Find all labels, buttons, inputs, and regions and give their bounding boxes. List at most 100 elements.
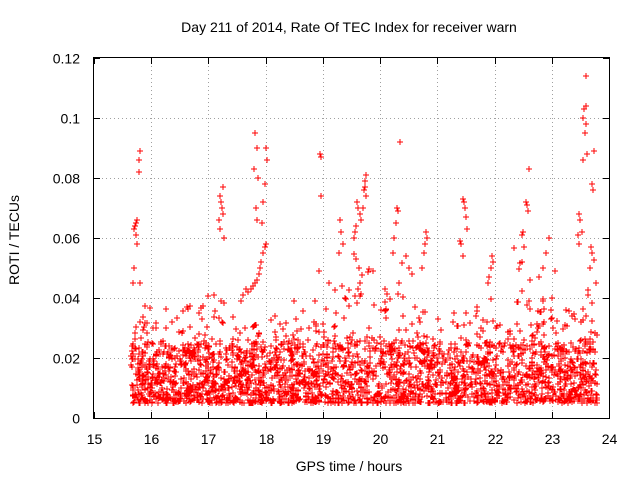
- data-point: [397, 139, 403, 145]
- data-point: [260, 250, 266, 256]
- data-point: [587, 265, 593, 271]
- data-point: [408, 388, 414, 394]
- data-point: [184, 347, 190, 353]
- data-point: [577, 338, 583, 344]
- data-point: [490, 318, 496, 324]
- data-point: [524, 302, 530, 308]
- data-point: [589, 364, 595, 370]
- data-point: [277, 399, 283, 405]
- data-point: [370, 268, 376, 274]
- data-point: [448, 371, 454, 377]
- data-point: [203, 342, 209, 348]
- data-point: [183, 360, 189, 366]
- data-point: [464, 369, 470, 375]
- data-point: [424, 382, 430, 388]
- data-point: [526, 366, 532, 372]
- data-point: [147, 305, 153, 311]
- data-point: [359, 368, 365, 374]
- data-point: [358, 385, 364, 391]
- data-point: [373, 363, 379, 369]
- data-point: [367, 360, 373, 366]
- data-point: [178, 358, 184, 364]
- data-point: [426, 369, 432, 375]
- data-point: [451, 310, 457, 316]
- data-point: [490, 259, 496, 265]
- data-point: [524, 373, 530, 379]
- data-point: [401, 355, 407, 361]
- data-point: [403, 327, 409, 333]
- data-point: [245, 397, 251, 403]
- y-tick-label: 0.1: [61, 111, 81, 127]
- data-point: [154, 379, 160, 385]
- data-point: [423, 340, 429, 346]
- data-point: [380, 365, 386, 371]
- data-point: [447, 381, 453, 387]
- data-point: [408, 396, 414, 402]
- data-point: [190, 384, 196, 390]
- data-point: [316, 268, 322, 274]
- data-point: [576, 241, 582, 247]
- data-point: [395, 355, 401, 361]
- data-point: [309, 396, 315, 402]
- data-point: [185, 341, 191, 347]
- data-point: [438, 379, 444, 385]
- data-point: [167, 365, 173, 371]
- data-point: [511, 336, 517, 342]
- data-point: [403, 378, 409, 384]
- data-point: [341, 386, 347, 392]
- data-point: [346, 287, 352, 293]
- data-point: [461, 199, 467, 205]
- data-point: [589, 318, 595, 324]
- data-point: [527, 346, 533, 352]
- data-point: [144, 330, 150, 336]
- data-point: [436, 398, 442, 404]
- data-point: [323, 306, 329, 312]
- data-point: [297, 396, 303, 402]
- data-point: [580, 360, 586, 366]
- data-point: [249, 362, 255, 368]
- data-point: [337, 217, 343, 223]
- data-point: [466, 364, 472, 370]
- data-point: [540, 296, 546, 302]
- data-point: [211, 292, 217, 298]
- data-point: [253, 322, 259, 328]
- data-point: [333, 346, 339, 352]
- data-point: [516, 266, 522, 272]
- data-point: [256, 388, 262, 394]
- data-point: [234, 356, 240, 362]
- data-point: [429, 365, 435, 371]
- data-point: [330, 349, 336, 355]
- data-point: [529, 359, 535, 365]
- data-point: [136, 391, 142, 397]
- data-point: [291, 399, 297, 405]
- data-point: [262, 244, 268, 250]
- data-point: [437, 390, 443, 396]
- data-point: [395, 208, 401, 214]
- data-point: [400, 294, 406, 300]
- data-point: [211, 357, 217, 363]
- data-point: [427, 400, 433, 406]
- data-point: [357, 211, 363, 217]
- data-point: [289, 357, 295, 363]
- data-point: [311, 359, 317, 365]
- data-point: [180, 380, 186, 386]
- data-point: [268, 367, 274, 373]
- data-point: [345, 379, 351, 385]
- data-point: [396, 327, 402, 333]
- data-point: [563, 307, 569, 313]
- data-point: [501, 343, 507, 349]
- data-point: [323, 371, 329, 377]
- data-point: [139, 384, 145, 390]
- data-point: [525, 208, 531, 214]
- data-point: [585, 287, 591, 293]
- data-point: [487, 339, 493, 345]
- data-point: [216, 315, 222, 321]
- data-point: [357, 280, 363, 286]
- data-point: [360, 205, 366, 211]
- data-point: [417, 376, 423, 382]
- data-point: [492, 399, 498, 405]
- data-point: [388, 387, 394, 393]
- data-point: [298, 326, 304, 332]
- data-point: [387, 400, 393, 406]
- data-point: [204, 356, 210, 362]
